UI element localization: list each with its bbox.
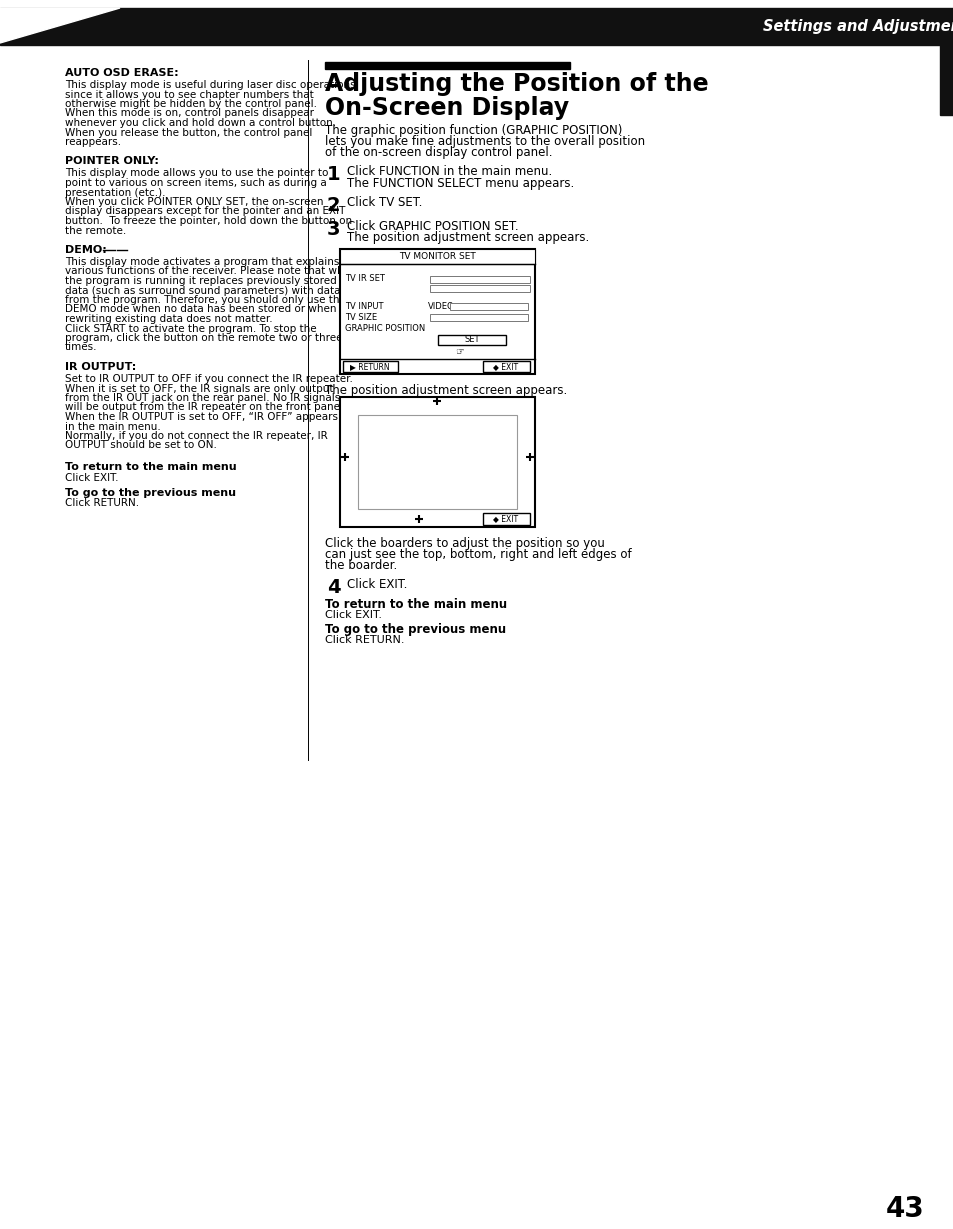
Text: lets you make fine adjustments to the overall position: lets you make fine adjustments to the ov… <box>325 135 644 147</box>
Text: otherwise might be hidden by the control panel.: otherwise might be hidden by the control… <box>65 100 316 109</box>
Text: since it allows you to see chapter numbers that: since it allows you to see chapter numbe… <box>65 90 314 100</box>
Text: Click RETURN.: Click RETURN. <box>65 499 139 509</box>
Text: TV INPUT: TV INPUT <box>345 302 383 311</box>
Text: Click EXIT.: Click EXIT. <box>347 578 407 591</box>
Text: This display mode activates a program that explains the: This display mode activates a program th… <box>65 257 359 267</box>
Text: When this mode is on, control panels disappear: When this mode is on, control panels dis… <box>65 108 314 118</box>
Text: When it is set to OFF, the IR signals are only output: When it is set to OFF, the IR signals ar… <box>65 383 334 393</box>
Bar <box>450 304 527 310</box>
Text: the remote.: the remote. <box>65 225 126 236</box>
Text: Normally, if you do not connect the IR repeater, IR: Normally, if you do not connect the IR r… <box>65 431 328 441</box>
Bar <box>339 249 535 374</box>
Text: the program is running it replaces previously stored: the program is running it replaces previ… <box>65 277 336 286</box>
Text: This display mode is useful during laser disc operations: This display mode is useful during laser… <box>65 80 355 90</box>
Text: ◆ EXIT: ◆ EXIT <box>493 363 518 371</box>
Text: Click START to activate the program. To stop the: Click START to activate the program. To … <box>65 323 316 333</box>
Bar <box>430 313 527 321</box>
Text: the boarder.: the boarder. <box>325 559 396 571</box>
Bar <box>482 361 530 372</box>
Text: from the program. Therefore, you should only use the: from the program. Therefore, you should … <box>65 295 346 305</box>
Text: When the IR OUTPUT is set to OFF, “IR OFF” appears: When the IR OUTPUT is set to OFF, “IR OF… <box>65 412 337 422</box>
Bar <box>339 249 535 264</box>
Text: TV MONITOR SET: TV MONITOR SET <box>398 252 476 261</box>
Text: Click GRAPHIC POSITION SET.: Click GRAPHIC POSITION SET. <box>347 220 518 234</box>
Bar <box>939 34 953 116</box>
Bar <box>357 415 517 509</box>
Text: Click the boarders to adjust the position so you: Click the boarders to adjust the positio… <box>325 537 604 551</box>
Text: ☞: ☞ <box>456 347 464 356</box>
Text: Click RETURN.: Click RETURN. <box>325 635 404 645</box>
Bar <box>437 336 505 345</box>
Text: times.: times. <box>65 343 97 353</box>
Text: 43: 43 <box>884 1195 923 1223</box>
Text: 4: 4 <box>327 578 340 597</box>
Text: When you click POINTER ONLY SET, the on-screen: When you click POINTER ONLY SET, the on-… <box>65 197 323 206</box>
Text: POINTER ONLY:: POINTER ONLY: <box>65 156 159 166</box>
Text: OUTPUT should be set to ON.: OUTPUT should be set to ON. <box>65 440 216 451</box>
Text: To go to the previous menu: To go to the previous menu <box>325 623 506 635</box>
Text: To return to the main menu: To return to the main menu <box>325 599 507 611</box>
Text: SET: SET <box>464 336 479 344</box>
Text: On-Screen Display: On-Screen Display <box>325 96 569 120</box>
Text: from the IR OUT jack on the rear panel. No IR signals: from the IR OUT jack on the rear panel. … <box>65 393 340 403</box>
Text: rewriting existing data does not matter.: rewriting existing data does not matter. <box>65 313 273 324</box>
Text: can just see the top, bottom, right and left edges of: can just see the top, bottom, right and … <box>325 548 631 560</box>
Text: The FUNCTION SELECT menu appears.: The FUNCTION SELECT menu appears. <box>347 177 574 189</box>
Text: DEMO:: DEMO: <box>65 245 107 254</box>
Text: This display mode allows you to use the pointer to: This display mode allows you to use the … <box>65 168 328 178</box>
Text: data (such as surround sound parameters) with data: data (such as surround sound parameters)… <box>65 285 340 295</box>
Text: DEMO mode when no data has been stored or when: DEMO mode when no data has been stored o… <box>65 305 336 315</box>
Text: reappears.: reappears. <box>65 136 121 147</box>
Text: Set to IR OUTPUT to OFF if you connect the IR repeater.: Set to IR OUTPUT to OFF if you connect t… <box>65 374 353 383</box>
Text: ▶ RETURN: ▶ RETURN <box>350 363 390 371</box>
Text: of the on-screen display control panel.: of the on-screen display control panel. <box>325 146 552 159</box>
Text: 2: 2 <box>327 195 340 215</box>
Text: program, click the button on the remote two or three: program, click the button on the remote … <box>65 333 342 343</box>
Text: TV SIZE: TV SIZE <box>345 313 376 322</box>
Text: To go to the previous menu: To go to the previous menu <box>65 488 235 498</box>
Text: IR OUTPUT:: IR OUTPUT: <box>65 363 136 372</box>
Bar <box>430 285 530 293</box>
Text: To return to the main menu: To return to the main menu <box>65 462 236 472</box>
Text: ◆ EXIT: ◆ EXIT <box>493 515 518 524</box>
Text: 3: 3 <box>327 220 340 238</box>
Text: Click EXIT.: Click EXIT. <box>65 473 118 483</box>
Bar <box>482 512 530 525</box>
Text: display disappears except for the pointer and an EXIT: display disappears except for the pointe… <box>65 206 345 216</box>
Bar <box>325 61 569 69</box>
Bar <box>0 9 953 45</box>
Text: Click FUNCTION in the main menu.: Click FUNCTION in the main menu. <box>347 165 552 178</box>
Text: TV IR SET: TV IR SET <box>345 274 384 283</box>
Text: The position adjustment screen appears.: The position adjustment screen appears. <box>347 231 589 245</box>
Bar <box>343 361 397 372</box>
Bar <box>339 397 535 527</box>
Text: point to various on screen items, such as during a: point to various on screen items, such a… <box>65 178 327 188</box>
Polygon shape <box>0 9 120 43</box>
Text: 1: 1 <box>327 165 340 184</box>
Text: various functions of the receiver. Please note that when: various functions of the receiver. Pleas… <box>65 267 356 277</box>
Text: Click TV SET.: Click TV SET. <box>347 195 422 209</box>
Text: The graphic position function (GRAPHIC POSITION): The graphic position function (GRAPHIC P… <box>325 124 621 136</box>
Text: Adjusting the Position of the: Adjusting the Position of the <box>325 73 708 96</box>
Text: AUTO OSD ERASE:: AUTO OSD ERASE: <box>65 68 178 77</box>
Text: presentation (etc.).: presentation (etc.). <box>65 188 165 198</box>
Text: in the main menu.: in the main menu. <box>65 422 161 431</box>
Text: whenever you click and hold down a control button.: whenever you click and hold down a contr… <box>65 118 335 128</box>
Text: VIDEO: VIDEO <box>428 302 455 311</box>
Text: will be output from the IR repeater on the front panel.: will be output from the IR repeater on t… <box>65 403 346 413</box>
Text: When you release the button, the control panel: When you release the button, the control… <box>65 128 312 138</box>
Text: Click EXIT.: Click EXIT. <box>325 610 381 619</box>
Text: The position adjustment screen appears.: The position adjustment screen appears. <box>325 383 567 397</box>
Bar <box>430 277 530 283</box>
Text: GRAPHIC POSITION: GRAPHIC POSITION <box>345 324 425 333</box>
Text: button.  To freeze the pointer, hold down the button on: button. To freeze the pointer, hold down… <box>65 216 352 226</box>
Text: Settings and Adjustments: Settings and Adjustments <box>762 18 953 34</box>
